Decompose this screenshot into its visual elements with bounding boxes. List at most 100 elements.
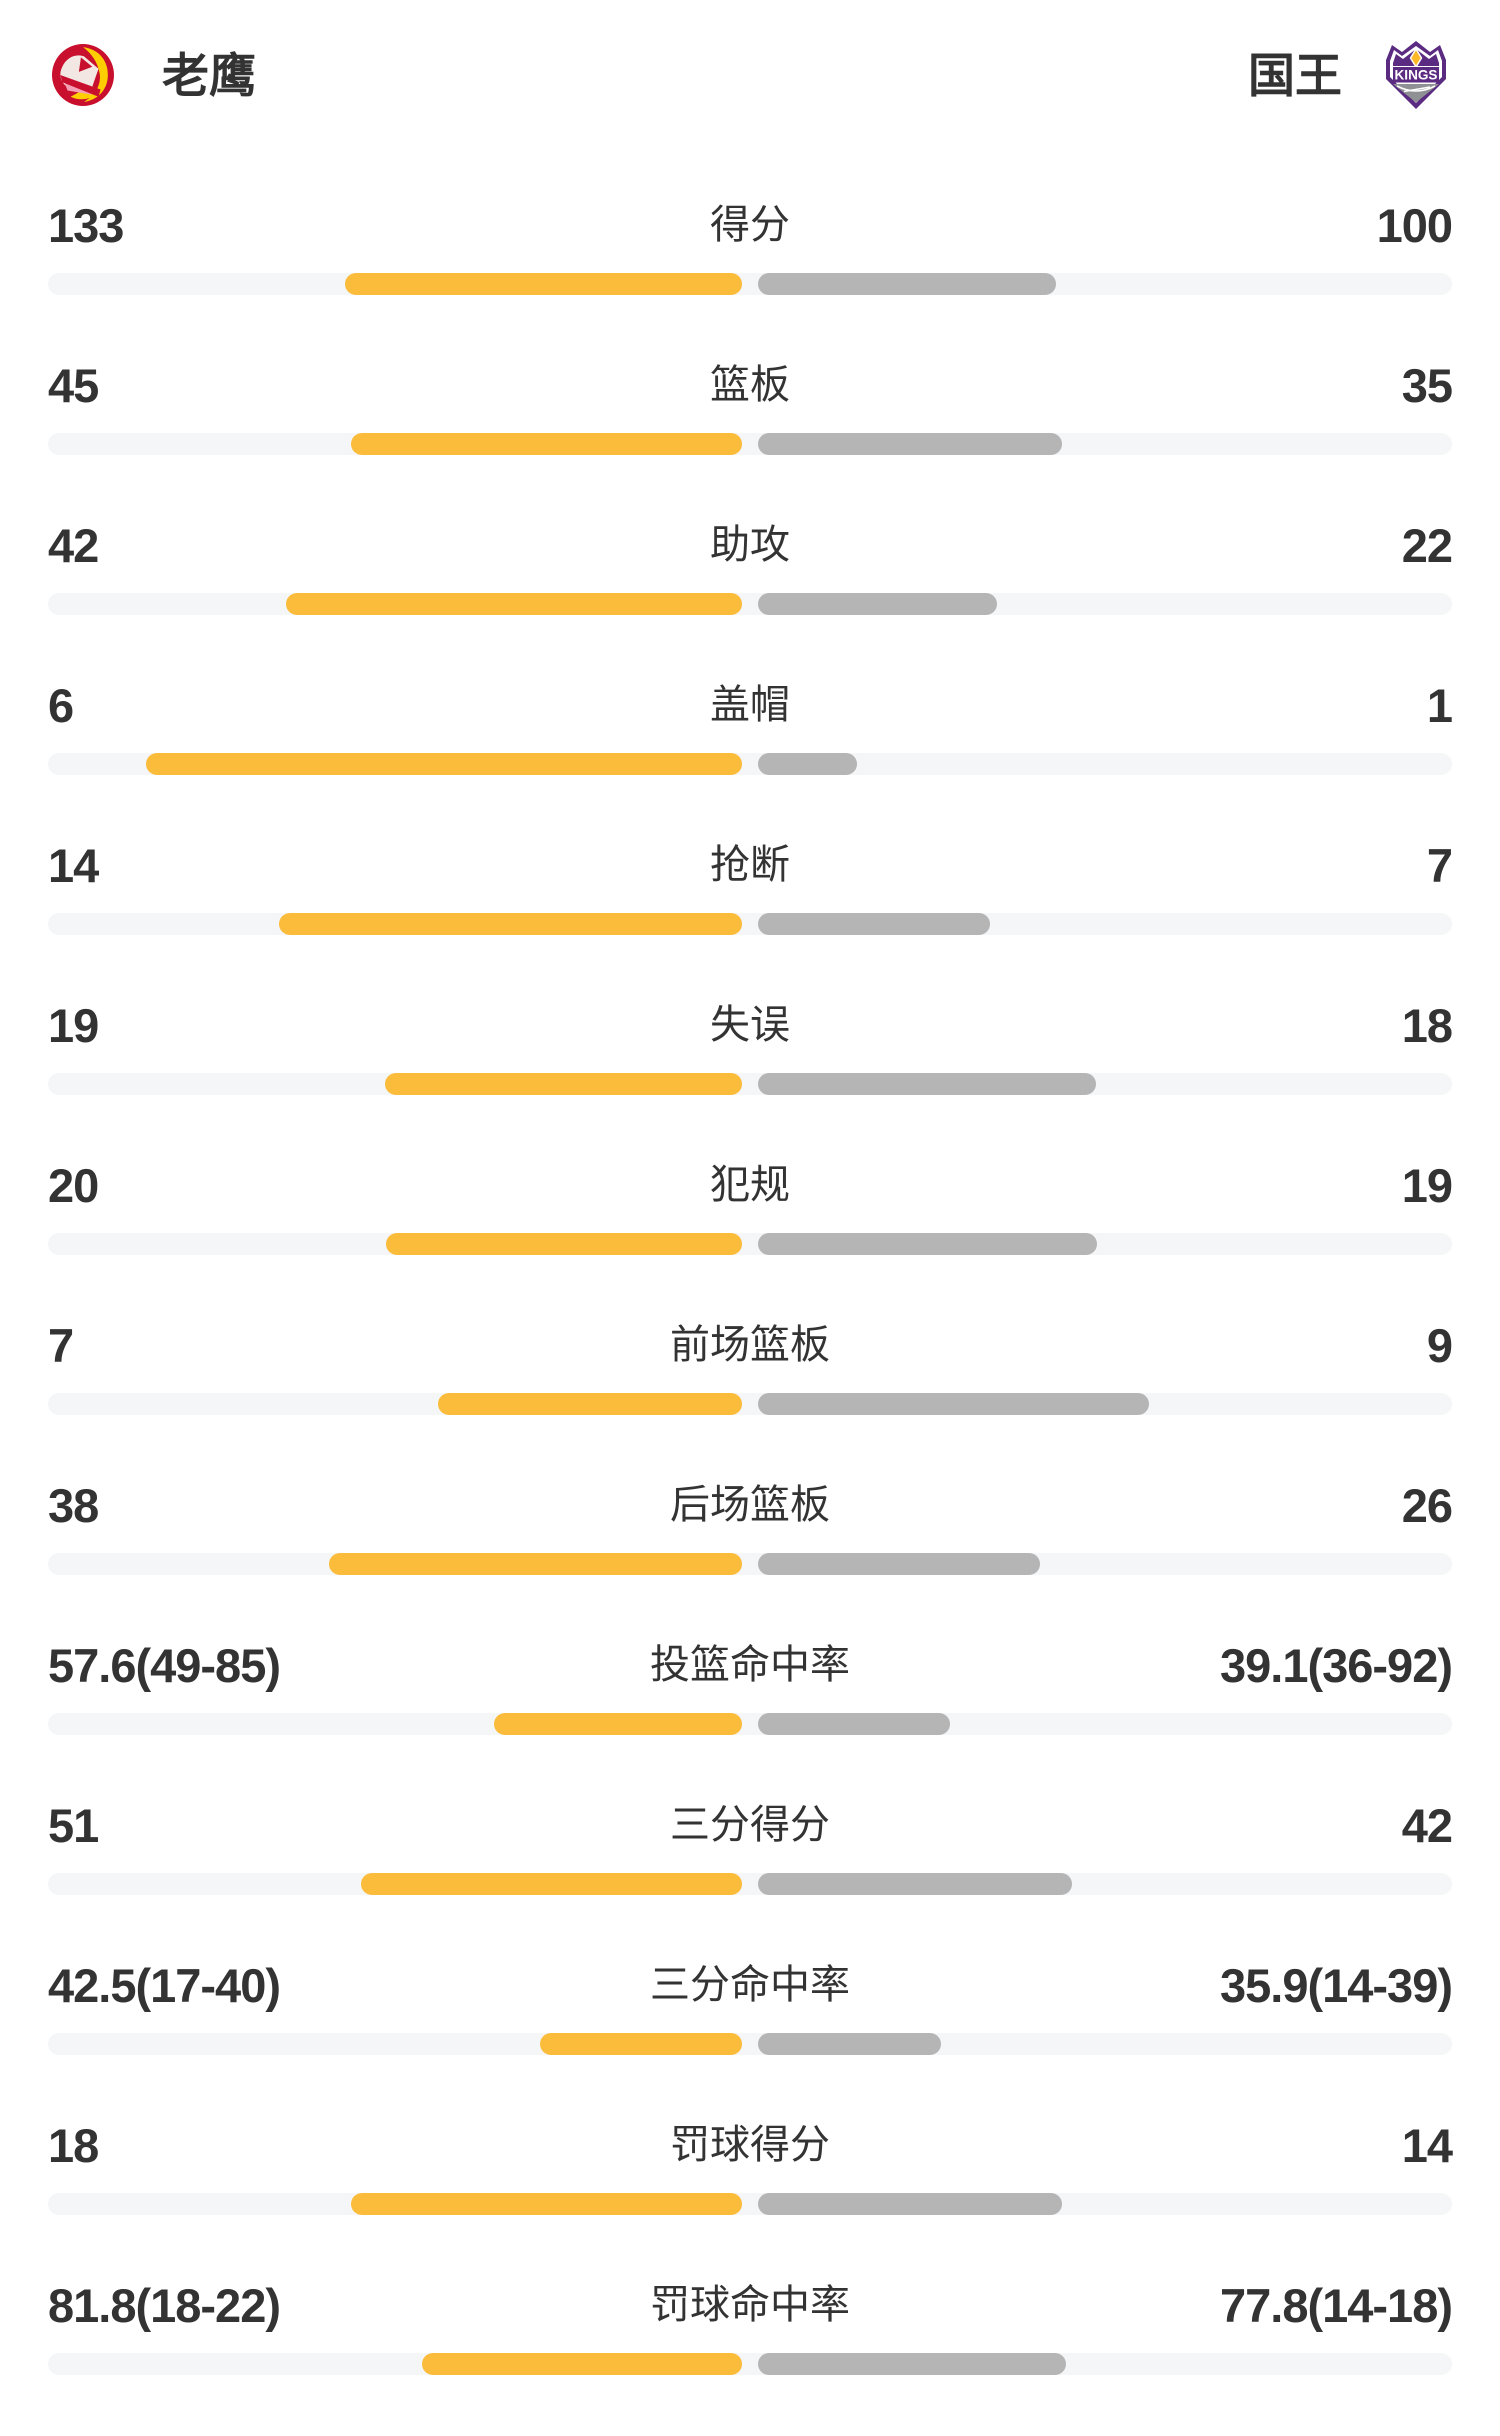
away-stat-value: 26 xyxy=(1401,1478,1453,1532)
stat-bar-track xyxy=(48,1073,1452,1095)
away-stat-value: 18 xyxy=(1401,998,1453,1052)
stat-row: 18 罚球得分 14 xyxy=(0,2116,1500,2276)
svg-text:KINGS: KINGS xyxy=(1395,68,1438,83)
away-stat-value: 14 xyxy=(1401,2118,1453,2172)
stat-bar-track xyxy=(48,593,1452,615)
stat-label: 犯规 xyxy=(710,1163,790,1207)
away-stat-bar xyxy=(758,433,1062,455)
home-stat-bar xyxy=(494,1713,742,1735)
stat-row: 6 盖帽 1 xyxy=(0,676,1500,836)
home-stat-bar xyxy=(286,593,742,615)
home-stat-value: 7 xyxy=(48,1318,74,1372)
home-stat-value: 18 xyxy=(48,2118,99,2172)
away-stat-bar xyxy=(758,753,857,775)
home-stat-value: 6 xyxy=(48,678,74,732)
home-stat-value: 20 xyxy=(48,1158,99,1212)
home-stat-value: 42 xyxy=(48,518,99,572)
home-stat-value: 81.8(18-22) xyxy=(48,2278,281,2332)
stat-row: 81.8(18-22) 罚球命中率 77.8(14-18) xyxy=(0,2276,1500,2436)
stat-row: 7 前场篮板 9 xyxy=(0,1316,1500,1476)
home-stat-value: 19 xyxy=(48,998,99,1052)
team-away: 国王 KINGS xyxy=(1248,40,1448,110)
home-stat-bar xyxy=(351,433,742,455)
stat-bar-track xyxy=(48,2033,1452,2055)
stat-row: 57.6(49-85) 投篮命中率 39.1(36-92) xyxy=(0,1636,1500,1796)
home-stat-bar xyxy=(351,2193,742,2215)
away-stat-value: 39.1(36-92) xyxy=(1220,1638,1453,1692)
home-stat-bar xyxy=(279,913,742,935)
stat-bar-track xyxy=(48,273,1452,295)
match-header: 老鹰 国王 KINGS xyxy=(0,0,1500,110)
home-stat-bar xyxy=(438,1393,742,1415)
away-stat-bar xyxy=(758,2353,1067,2375)
home-stat-value: 42.5(17-40) xyxy=(48,1958,281,2012)
stat-label: 前场篮板 xyxy=(670,1323,830,1367)
away-stat-value: 35 xyxy=(1401,358,1453,412)
stat-bar-track xyxy=(48,2353,1452,2375)
stat-bar-track xyxy=(48,1713,1452,1735)
stat-label: 后场篮板 xyxy=(670,1483,830,1527)
stat-row: 14 抢断 7 xyxy=(0,836,1500,996)
home-stat-bar xyxy=(146,753,742,775)
stat-label: 篮板 xyxy=(710,363,790,407)
stat-row: 38 后场篮板 26 xyxy=(0,1476,1500,1636)
stat-label: 失误 xyxy=(710,1003,790,1047)
home-stat-value: 51 xyxy=(48,1798,99,1852)
stat-bar-track xyxy=(48,913,1452,935)
away-stat-value: 35.9(14-39) xyxy=(1220,1958,1453,2012)
away-stat-bar xyxy=(758,1873,1072,1895)
home-stat-value: 14 xyxy=(48,838,99,892)
home-stat-bar xyxy=(329,1553,742,1575)
hawks-logo-icon xyxy=(52,44,114,106)
stat-row: 45 篮板 35 xyxy=(0,356,1500,516)
away-stat-value: 9 xyxy=(1426,1318,1453,1372)
stat-row: 42 助攻 22 xyxy=(0,516,1500,676)
home-team-name: 老鹰 xyxy=(162,48,256,102)
away-stat-value: 77.8(14-18) xyxy=(1220,2278,1453,2332)
stat-bar-track xyxy=(48,753,1452,775)
stat-label: 得分 xyxy=(710,203,790,247)
home-stat-value: 133 xyxy=(48,198,124,252)
stat-label: 罚球命中率 xyxy=(650,2283,850,2327)
away-stat-bar xyxy=(758,1713,951,1735)
stat-row: 19 失误 18 xyxy=(0,996,1500,1156)
home-stat-bar xyxy=(421,2353,742,2375)
home-stat-bar xyxy=(386,1233,742,1255)
away-team-name: 国王 xyxy=(1248,48,1342,102)
away-stat-value: 7 xyxy=(1426,838,1453,892)
stat-row: 133 得分 100 xyxy=(0,196,1500,356)
stat-label: 抢断 xyxy=(710,843,790,887)
team-home: 老鹰 xyxy=(52,44,256,106)
stat-bar-track xyxy=(48,433,1452,455)
away-stat-bar xyxy=(758,1073,1096,1095)
away-stat-value: 100 xyxy=(1376,198,1453,252)
stat-label: 投篮命中率 xyxy=(650,1643,850,1687)
stat-label: 助攻 xyxy=(710,523,790,567)
away-stat-bar xyxy=(758,1393,1149,1415)
away-stat-bar xyxy=(758,2193,1062,2215)
away-stat-value: 19 xyxy=(1401,1158,1453,1212)
stat-row: 42.5(17-40) 三分命中率 35.9(14-39) xyxy=(0,1956,1500,2116)
home-stat-bar xyxy=(539,2033,742,2055)
home-stat-bar xyxy=(361,1873,742,1895)
away-stat-bar xyxy=(758,593,997,615)
home-stat-value: 57.6(49-85) xyxy=(48,1638,281,1692)
stat-label: 盖帽 xyxy=(710,683,790,727)
home-stat-value: 45 xyxy=(48,358,99,412)
stat-bar-track xyxy=(48,1233,1452,1255)
stat-label: 三分命中率 xyxy=(650,1963,850,2007)
stat-row: 20 犯规 19 xyxy=(0,1156,1500,1316)
away-stat-value: 22 xyxy=(1401,518,1453,572)
away-stat-bar xyxy=(758,2033,941,2055)
stat-bar-track xyxy=(48,1873,1452,1895)
away-stat-bar xyxy=(758,913,990,935)
stat-bar-track xyxy=(48,1393,1452,1415)
stat-bar-track xyxy=(48,2193,1452,2215)
stat-label: 罚球得分 xyxy=(670,2123,830,2167)
away-stat-bar xyxy=(758,1553,1040,1575)
away-stat-value: 1 xyxy=(1426,678,1453,732)
stat-label: 三分得分 xyxy=(670,1803,830,1847)
away-stat-value: 42 xyxy=(1401,1798,1453,1852)
stat-row: 51 三分得分 42 xyxy=(0,1796,1500,1956)
kings-logo-icon: KINGS xyxy=(1384,40,1448,110)
